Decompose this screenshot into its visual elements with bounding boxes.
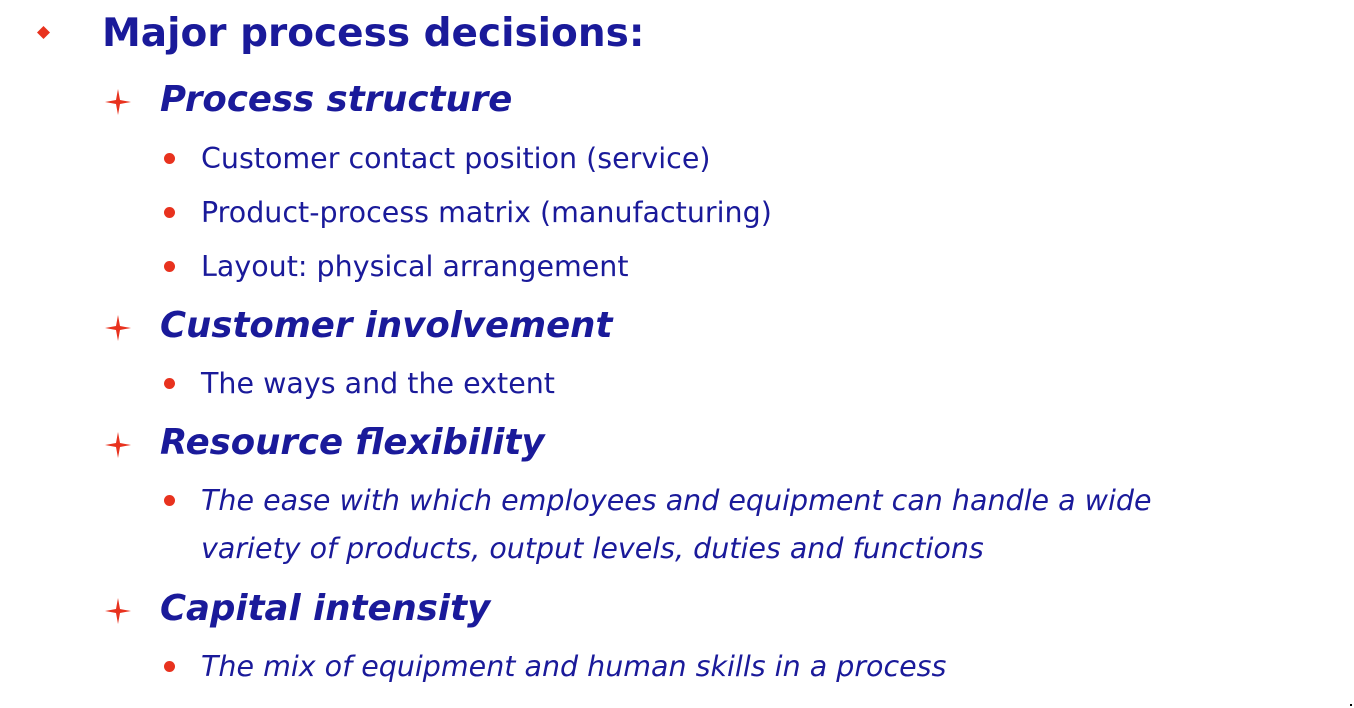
list-item-line-1: The ease with which employees and equipm… — [201, 484, 1152, 517]
dot-bullet-icon — [164, 261, 175, 272]
list-item: The ways and the extent — [201, 367, 555, 400]
diamond-bullet-icon — [37, 26, 50, 39]
dot-bullet-icon — [164, 207, 175, 218]
four-point-star-bullet-icon — [105, 89, 131, 115]
dot-bullet-icon — [164, 495, 175, 506]
dot-bullet-icon — [164, 378, 175, 389]
section-title-process-structure: Process structure — [160, 79, 513, 120]
corner-dot — [1350, 704, 1352, 706]
list-item: Product-process matrix (manufacturing) — [201, 196, 772, 229]
four-point-star-bullet-icon — [105, 598, 131, 624]
list-item: Layout: physical arrangement — [201, 250, 629, 283]
slide-heading: Major process decisions: — [102, 11, 645, 56]
section-title-customer-involvement: Customer involvement — [160, 305, 613, 346]
four-point-star-bullet-icon — [105, 315, 131, 341]
dot-bullet-icon — [164, 153, 175, 164]
list-item: The mix of equipment and human skills in… — [201, 650, 947, 683]
four-point-star-bullet-icon — [105, 432, 131, 458]
section-title-resource-flexibility: Resource flexibility — [160, 422, 545, 463]
section-title-capital-intensity: Capital intensity — [160, 588, 491, 629]
dot-bullet-icon — [164, 661, 175, 672]
list-item: Customer contact position (service) — [201, 142, 711, 175]
list-item-line-2: variety of products, output levels, duti… — [201, 532, 984, 565]
